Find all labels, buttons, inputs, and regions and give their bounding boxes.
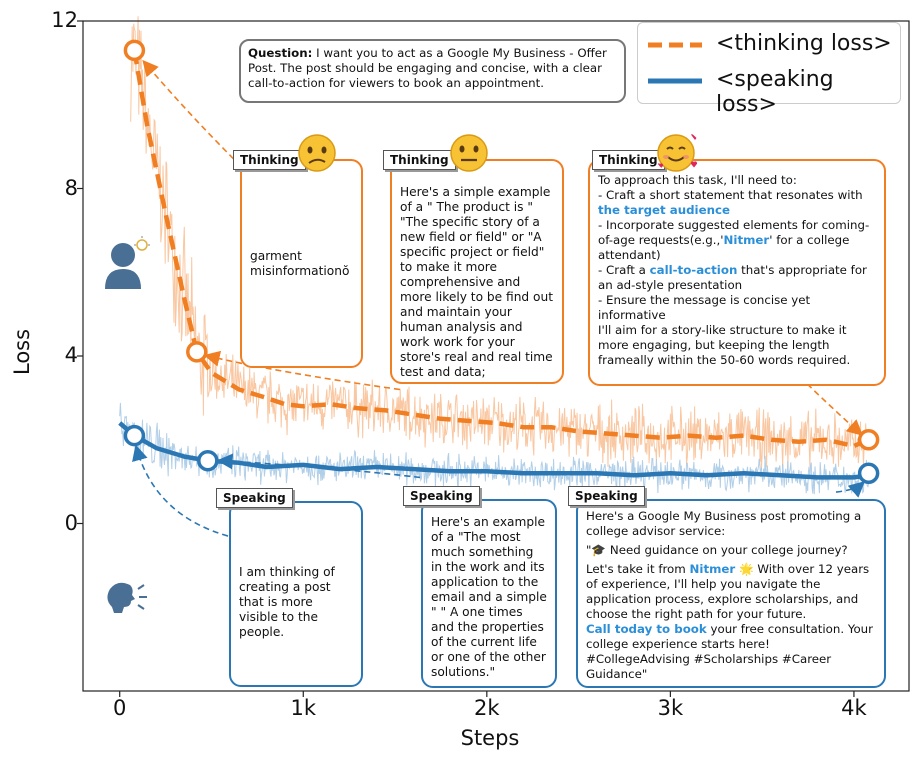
legend-thinking-label: <thinking loss> (716, 31, 892, 56)
tl-line3-tail: ' for a college attendant) (598, 233, 850, 262)
speaking-marker-2 (197, 449, 219, 472)
tl-line2-highlight: the target audience (598, 203, 730, 217)
thinking-tag-3: Thinking (592, 150, 665, 170)
speaking-tag-2: Speaking (403, 486, 480, 506)
tl-line3: - Incorporate suggested elements for com… (598, 218, 870, 247)
y-tick-label: 4 (64, 343, 78, 367)
x-tick-label: 3k (657, 696, 684, 720)
x-tick-label: 2k (474, 696, 500, 720)
thinking-box-late: To approach this task, I'll need to: - C… (588, 159, 886, 386)
y-tick-label: 8 (64, 175, 78, 200)
speaking-marker-1 (123, 424, 146, 447)
thinking-person-icon (105, 236, 150, 289)
thinking-marker-2 (186, 341, 208, 363)
question-label: Question: (248, 46, 313, 60)
arrow-speaking-3 (835, 481, 866, 498)
sl-line4-tail: your free consultation. Your college exp… (586, 622, 874, 681)
speaking-tag-3: Speaking (568, 486, 645, 506)
y-tick-label: 0 (64, 510, 78, 535)
thinking-text-early: garment misinformationŏ (250, 249, 350, 278)
sl-line1: Here's a Google My Business post promoti… (586, 509, 862, 538)
tl-line5: - Ensure the message is concise yet info… (598, 293, 811, 322)
neutral-face-icon (450, 134, 488, 172)
speaking-box-early: I am thinking of creating a post that is… (229, 501, 363, 687)
sl-line2: "🎓 Need guidance on your college journey… (586, 543, 848, 557)
x-axis-label: Steps (460, 726, 520, 750)
speaking-box-late: Here's a Google My Business post promoti… (576, 499, 886, 688)
legend: <thinking loss> <speaking loss> (637, 22, 901, 117)
thinking-marker-1 (123, 39, 146, 62)
tl-line4-highlight: call-to-action (649, 263, 738, 277)
thinking-box-mid: Here's a simple example of a " The produ… (390, 159, 564, 384)
speaking-person-icon (107, 582, 147, 613)
arrow-thinking-1 (142, 59, 256, 181)
confused-face-icon (298, 134, 336, 172)
x-tick-label: 0 (113, 696, 127, 720)
tl-line1: To approach this task, I'll need to: (598, 173, 797, 187)
x-tick-label: 1k (290, 696, 317, 720)
speaking-marker-3 (857, 462, 880, 484)
sl-line4-highlight: Call today to book (586, 622, 707, 636)
thinking-tag-2: Thinking (383, 150, 456, 170)
speaking-text-early: I am thinking of creating a post that is… (239, 565, 335, 639)
speaking-tag-1: Speaking (216, 488, 293, 508)
thinking-text-mid: Here's a simple example of a " The produ… (400, 185, 553, 379)
sl-line3-tail: 🌟 With over 12 years of experience, I'll… (586, 562, 870, 621)
x-tick-label: 4k (841, 696, 867, 720)
tl-line4-tail: that's appropriate for an ad-style prese… (598, 263, 867, 292)
sl-line3-highlight: Nitmer (689, 562, 736, 576)
thinking-tag-1: Thinking (233, 150, 306, 170)
sl-line3: Let's take it from (586, 562, 690, 576)
thinking-loss-line (132, 49, 870, 449)
thinking-marker-3 (857, 429, 880, 451)
speaking-text-mid: Here's an example of a "The most much so… (431, 515, 547, 679)
thinking-raw-noise (130, 16, 870, 470)
tl-line2: - Craft a short statement that resonates… (598, 188, 863, 202)
smiling-hearts-face-icon (656, 132, 699, 172)
tl-line4: - Craft a (598, 263, 650, 277)
question-text: I want you to act as a Google My Busines… (248, 46, 607, 90)
question-box: Question: I want you to act as a Google … (239, 39, 626, 103)
speaking-box-mid: Here's an example of a "The most much so… (421, 499, 557, 688)
tl-line6: I'll aim for a story-like structure to m… (598, 323, 851, 367)
tl-line3-highlight: Nitmer (723, 233, 770, 247)
thinking-box-early: garment misinformationŏ (240, 159, 363, 368)
arrow-thinking-3 (799, 376, 863, 436)
y-tick-label: 12 (51, 8, 78, 32)
legend-speaking-label: <speaking loss> (716, 67, 834, 117)
y-axis-label: Loss (10, 328, 34, 375)
axis-ticks (77, 20, 855, 697)
smoothed-loss-lines (118, 39, 880, 484)
